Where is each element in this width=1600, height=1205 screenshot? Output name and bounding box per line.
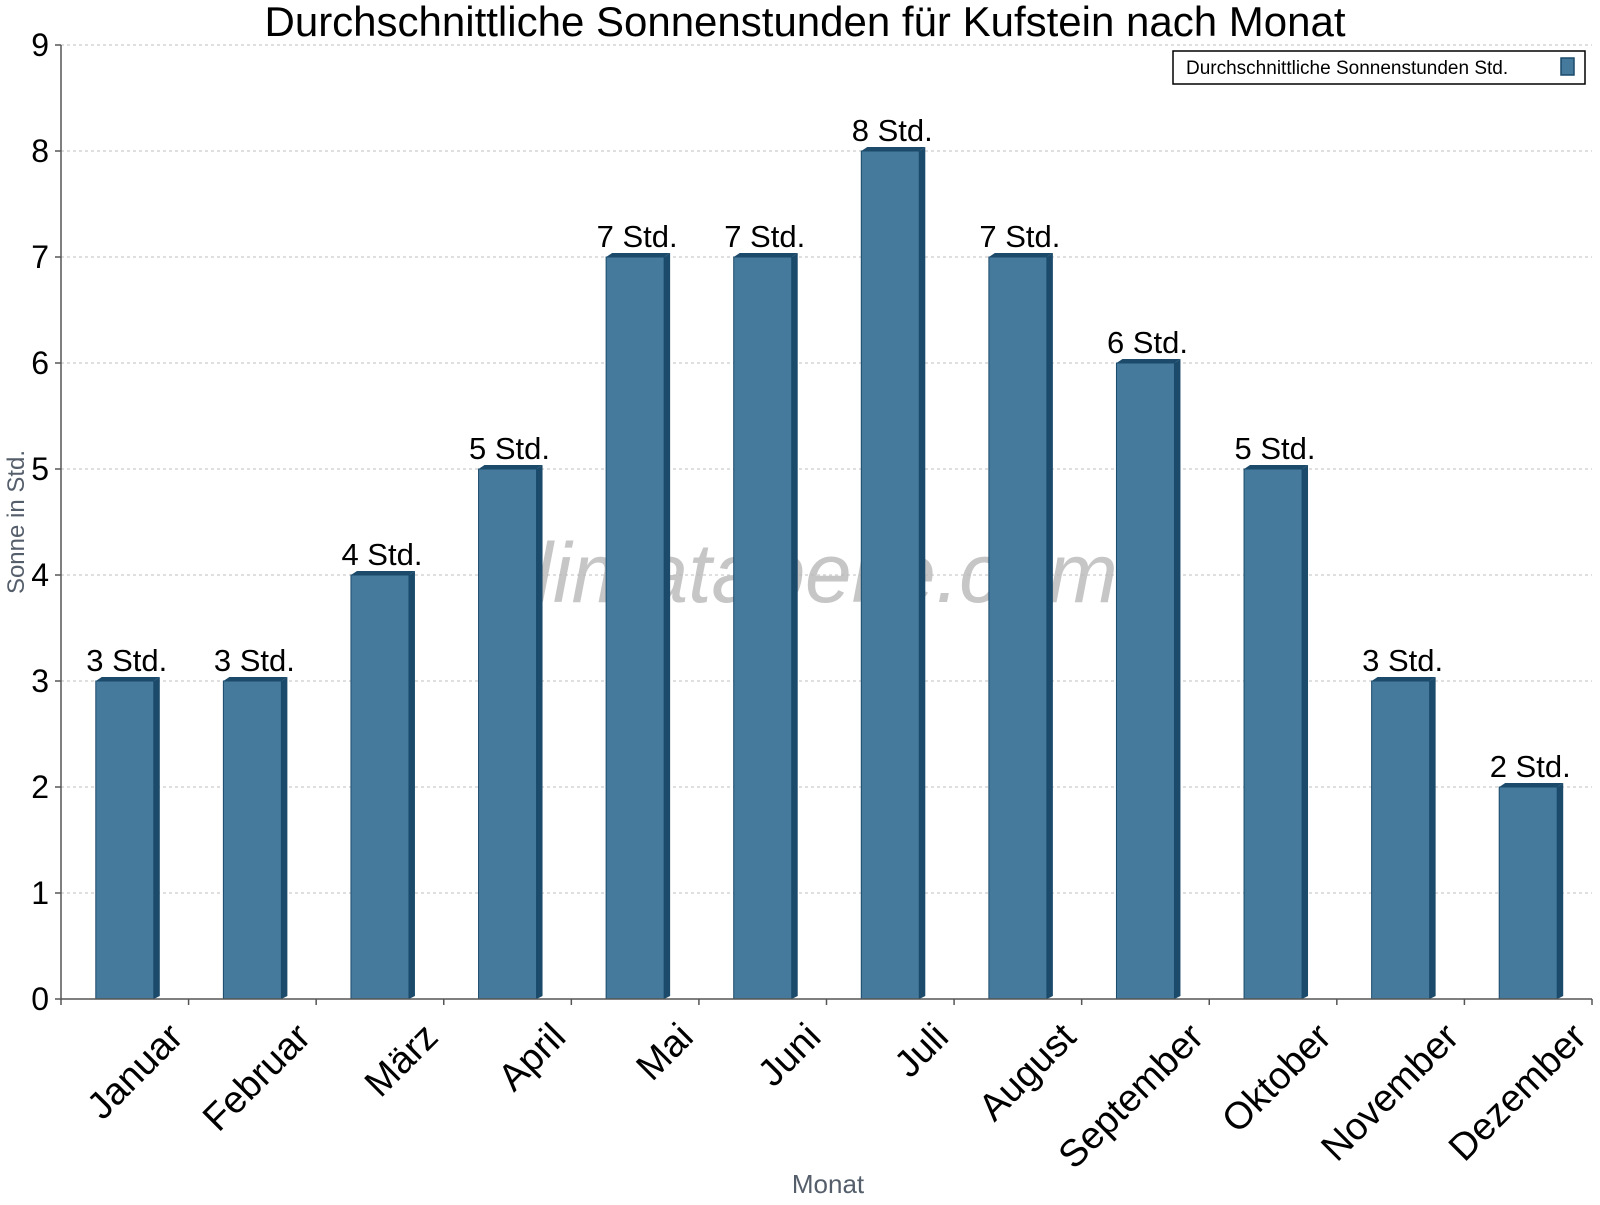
bar-top bbox=[988, 253, 1053, 257]
bar-side bbox=[281, 677, 288, 999]
data-label: 8 Std. bbox=[852, 113, 933, 148]
bar-side bbox=[1302, 465, 1309, 999]
y-tick-label: 3 bbox=[31, 663, 49, 699]
y-tick-label: 5 bbox=[31, 451, 49, 487]
data-label: 7 Std. bbox=[979, 219, 1060, 254]
data-label: 5 Std. bbox=[469, 431, 550, 466]
bar bbox=[860, 150, 920, 1000]
bar bbox=[1371, 680, 1431, 1000]
bar-top bbox=[1116, 359, 1181, 363]
bar-side bbox=[153, 677, 160, 999]
x-tick-label: April bbox=[491, 1016, 574, 1099]
bar-side bbox=[791, 253, 798, 999]
bar bbox=[222, 680, 282, 1000]
x-tick-label: Juli bbox=[887, 1016, 957, 1086]
bar-side bbox=[536, 465, 543, 999]
bar-side bbox=[1046, 253, 1053, 999]
bar-top bbox=[1499, 783, 1564, 787]
bars bbox=[95, 147, 1564, 1000]
data-labels: 3 Std. 3 Std. 4 Std. 5 Std. 7 Std. 7 Std. 8 St… bbox=[86, 113, 1570, 784]
x-tick-label: Februar bbox=[195, 1016, 319, 1140]
bar-top bbox=[1371, 677, 1436, 681]
y-tick-label: 8 bbox=[31, 133, 49, 169]
bar-top bbox=[606, 253, 671, 257]
data-label: 2 Std. bbox=[1490, 749, 1571, 784]
bar-top bbox=[861, 147, 926, 151]
legend-box bbox=[1172, 50, 1586, 85]
data-label: 3 Std. bbox=[1362, 643, 1443, 678]
bar-side bbox=[1557, 783, 1564, 999]
bar bbox=[605, 256, 665, 1000]
bar bbox=[1243, 468, 1303, 1000]
data-label: 4 Std. bbox=[341, 537, 422, 572]
y-tick-label: 1 bbox=[31, 875, 49, 911]
bar-top bbox=[478, 465, 543, 469]
x-tick-label: Mai bbox=[629, 1016, 702, 1089]
x-tick-label: August bbox=[971, 1016, 1085, 1130]
legend-label: Durchschnittliche Sonnenstunden Std. bbox=[1186, 58, 1508, 79]
grid-lines bbox=[61, 44, 1592, 894]
bar-side bbox=[664, 253, 671, 999]
y-tick-label: 2 bbox=[31, 769, 49, 805]
data-label: 5 Std. bbox=[1235, 431, 1316, 466]
x-tick-label: Oktober bbox=[1214, 1016, 1340, 1142]
bar-side bbox=[408, 571, 415, 999]
y-tick-label: 6 bbox=[31, 345, 49, 381]
data-label: 3 Std. bbox=[214, 643, 295, 678]
x-tick-label: November bbox=[1313, 1016, 1467, 1170]
x-tick-label: Januar bbox=[79, 1016, 191, 1128]
x-tick-label: März bbox=[357, 1016, 446, 1105]
bar-top bbox=[95, 677, 160, 681]
data-label: 6 Std. bbox=[1107, 325, 1188, 360]
legend: Durchschnittliche Sonnenstunden Std. bbox=[1172, 50, 1586, 85]
bar bbox=[1498, 786, 1558, 1000]
x-axis-title: Monat bbox=[792, 1169, 865, 1199]
y-tick-label: 7 bbox=[31, 239, 49, 275]
legend-swatch bbox=[1560, 57, 1575, 76]
y-tick-label: 0 bbox=[31, 981, 49, 1017]
x-tick-label: Juni bbox=[750, 1016, 829, 1095]
bar bbox=[1115, 362, 1175, 1000]
chart-title: Durchschnittliche Sonnenstunden für Kufs… bbox=[265, 0, 1346, 45]
data-label: 7 Std. bbox=[724, 219, 805, 254]
x-tick-label: Dezember bbox=[1441, 1016, 1595, 1170]
y-axis-title: Sonne in Std. bbox=[3, 450, 30, 594]
data-label: 7 Std. bbox=[597, 219, 678, 254]
bar-top bbox=[350, 571, 415, 575]
bar-side bbox=[1174, 359, 1181, 999]
bar bbox=[350, 574, 410, 1000]
bar bbox=[988, 256, 1048, 1000]
bar-top bbox=[223, 677, 288, 681]
bar bbox=[733, 256, 793, 1000]
y-tick-label: 4 bbox=[31, 557, 49, 593]
y-tick-label: 9 bbox=[31, 27, 49, 63]
bar-top bbox=[1244, 465, 1309, 469]
bar-side bbox=[919, 147, 926, 999]
bar bbox=[95, 680, 155, 1000]
bar-side bbox=[1429, 677, 1436, 999]
bar-top bbox=[733, 253, 798, 257]
data-label: 3 Std. bbox=[86, 643, 167, 678]
bar bbox=[478, 468, 538, 1000]
